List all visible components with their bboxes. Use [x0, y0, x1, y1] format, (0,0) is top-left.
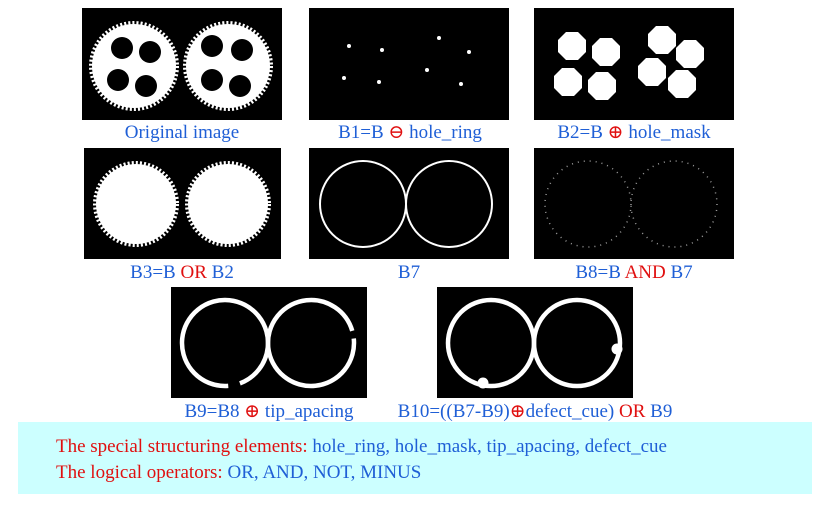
structuring-elements-label: The special structuring elements: — [56, 436, 308, 457]
caption-b1-suffix: hole_ring — [404, 122, 482, 143]
caption-b2-suffix: hole_mask — [623, 122, 711, 143]
b10-panel — [437, 287, 633, 398]
caption-b3: B3=B OR B2 — [82, 262, 282, 284]
and-operator: AND — [624, 262, 666, 283]
caption-b8-suffix: B7 — [665, 262, 693, 283]
logical-operators-label: The logical operators: — [56, 462, 223, 483]
caption-b10-prefix: B10=((B7-B9) — [397, 401, 510, 422]
defect-marker — [477, 377, 489, 389]
caption-b1-prefix: B1=B — [338, 122, 389, 143]
b2-panel — [534, 8, 734, 120]
notes-line-logical-operators: The logical operators: OR, AND, NOT, MIN… — [56, 462, 421, 484]
caption-original-text: Original image — [124, 122, 240, 143]
b10-defect-rings-image — [445, 297, 623, 389]
dilation-operator-b9: ⊕ — [244, 401, 261, 422]
b1-panel — [309, 8, 509, 120]
b9-thick-rings-image — [179, 297, 357, 389]
caption-b2-prefix: B2=B — [557, 122, 608, 143]
dilation-operator-b10: ⊕ — [509, 401, 526, 422]
b8-dotted-rings-image — [544, 160, 718, 248]
caption-b8: B8=B AND B7 — [524, 262, 744, 284]
b2-octagons-image — [554, 26, 704, 100]
dilation-operator: ⊕ — [607, 122, 624, 143]
b7-panel — [309, 148, 509, 259]
caption-b10-middle: defect_cue) — [525, 401, 615, 422]
structuring-elements-list: hole_ring, hole_mask, tip_apacing, defec… — [307, 436, 667, 457]
caption-b10: B10=((B7-B9)⊕defect_cue) OR B9 — [382, 401, 688, 423]
b3-filled-gears-image — [93, 161, 271, 247]
caption-b7: B7 — [309, 262, 509, 284]
caption-b1: B1=B ⊖ hole_ring — [300, 122, 520, 144]
caption-b9-prefix: B9=B8 — [184, 401, 245, 422]
caption-b9: B9=B8 ⊕ tip_apacing — [159, 401, 379, 423]
logical-operators-list: OR, AND, NOT, MINUS — [222, 462, 422, 483]
b9-panel — [171, 287, 367, 398]
caption-b9-suffix: tip_apacing — [260, 401, 354, 422]
caption-original: Original image — [82, 122, 282, 144]
caption-b3-prefix: B3=B — [130, 262, 181, 283]
caption-b3-suffix: B2 — [206, 262, 234, 283]
defect-marker — [611, 343, 623, 355]
erosion-operator: ⊖ — [388, 122, 405, 143]
caption-b10-suffix: B9 — [645, 401, 673, 422]
b8-panel — [534, 148, 734, 259]
or-operator: OR — [180, 262, 207, 283]
b7-rings-image — [319, 160, 493, 248]
notes-box: The special structuring elements: hole_r… — [18, 422, 812, 494]
b1-dots-image — [342, 36, 471, 86]
original-image-panel — [82, 8, 282, 120]
caption-b8-prefix: B8=B — [575, 262, 625, 283]
caption-b7-text: B7 — [397, 262, 421, 283]
or-operator-b10: OR — [614, 401, 646, 422]
notes-line-structuring-elements: The special structuring elements: hole_r… — [56, 436, 667, 458]
gear-pair-image — [89, 21, 273, 111]
b3-panel — [84, 148, 281, 259]
caption-b2: B2=B ⊕ hole_mask — [524, 122, 744, 144]
